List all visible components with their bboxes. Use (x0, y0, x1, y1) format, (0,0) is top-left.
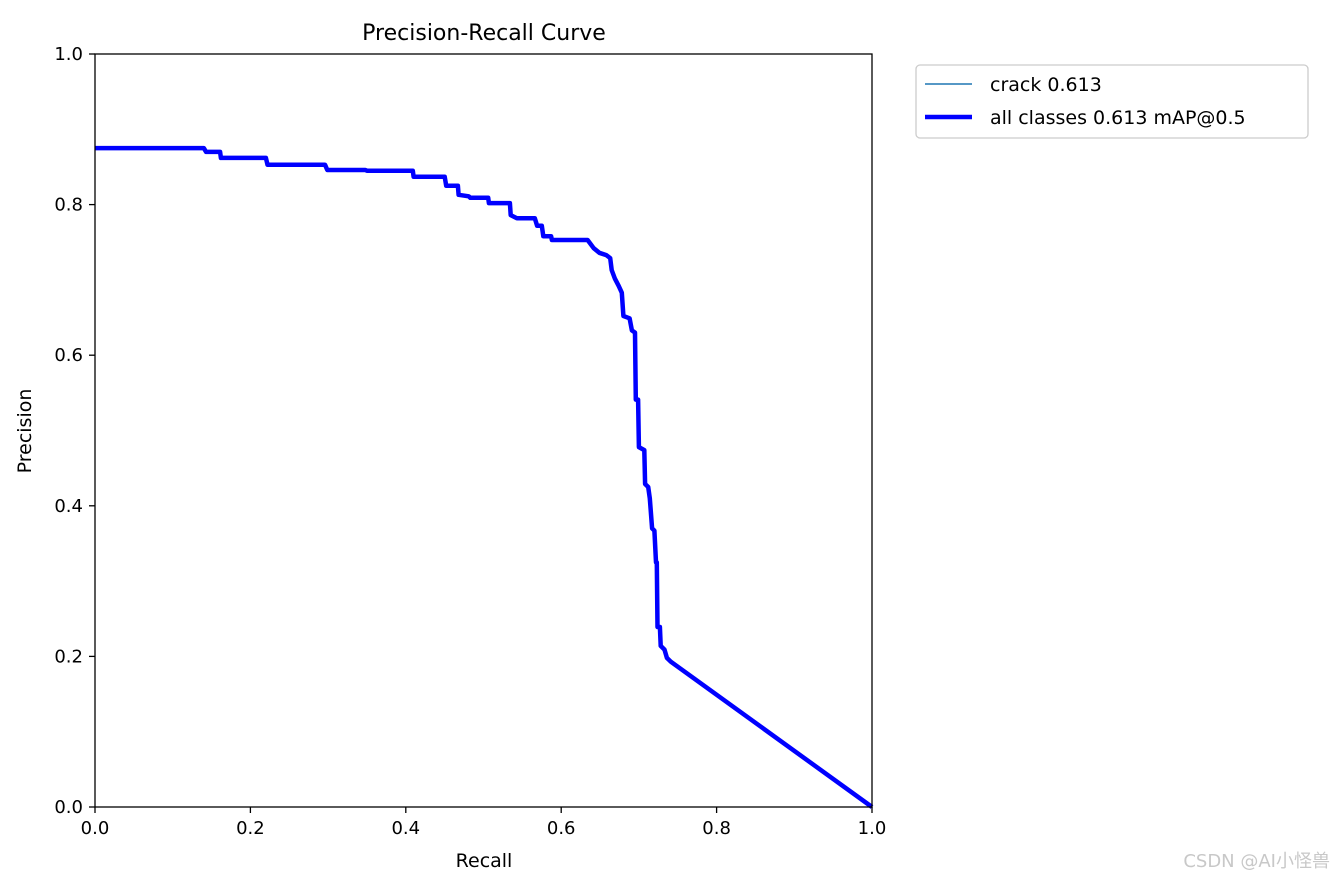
legend-box (915, 64, 1309, 139)
series-line-1 (95, 145, 874, 809)
x-tick-label: 0.4 (391, 818, 420, 839)
y-tick-label: 0.6 (54, 345, 83, 366)
x-tick-label: 0.6 (547, 818, 576, 839)
x-tick-label: 1.0 (858, 818, 887, 839)
x-axis-label: Recall (456, 850, 513, 872)
y-tick-label: 0.0 (54, 797, 83, 818)
legend: crack 0.613 all classes 0.613 mAP@0.5 (915, 64, 1309, 139)
y-tick-label: 0.4 (54, 496, 83, 517)
y-axis-label: Precision (14, 389, 36, 474)
legend-label-all-classes: all classes 0.613 mAP@0.5 (990, 107, 1246, 129)
chart-title: Precision-Recall Curve (362, 21, 606, 46)
x-tick-label: 0.8 (702, 818, 731, 839)
y-tick-label: 1.0 (54, 44, 83, 65)
x-tick-label: 0.2 (236, 818, 265, 839)
watermark: CSDN @AI小怪兽 (1183, 851, 1330, 872)
x-tick-label: 0.0 (81, 818, 110, 839)
legend-label-crack: crack 0.613 (990, 74, 1102, 96)
plot-frame (94, 53, 873, 808)
y-tick-label: 0.2 (54, 646, 83, 667)
y-tick-label: 0.8 (54, 195, 83, 216)
